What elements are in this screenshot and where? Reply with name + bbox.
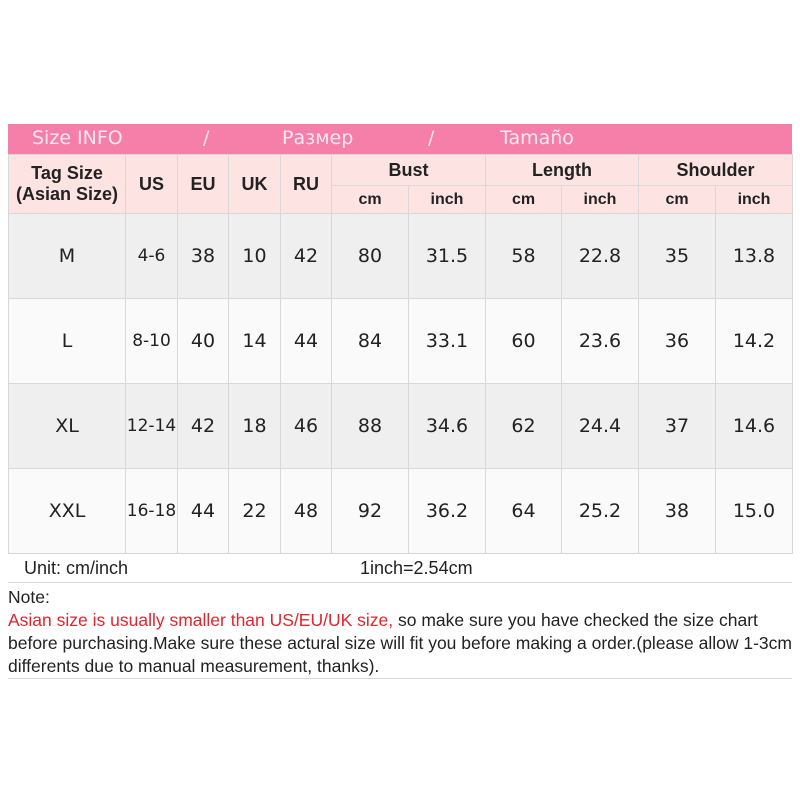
table-cell: 92 (331, 468, 409, 554)
header-eu: EU (177, 154, 229, 214)
header-shoulder: Shoulder (637, 154, 794, 186)
table-cell: 18 (228, 383, 281, 469)
table-cell: 58 (485, 213, 562, 299)
table-cell: 14 (228, 298, 281, 384)
table-cell: 33.1 (408, 298, 486, 384)
header-ru: RU (280, 154, 332, 214)
header-us: US (125, 154, 178, 214)
table-cell: 12-14 (125, 383, 178, 469)
table-cell: 25.2 (561, 468, 639, 554)
table-cell: 37 (638, 383, 716, 469)
table-cell: 4-6 (125, 213, 178, 299)
header-inch: inch (561, 185, 639, 214)
table-cell: XXL (8, 468, 126, 554)
table-cell: 22 (228, 468, 281, 554)
table-cell: 46 (280, 383, 332, 469)
table-cell: L (8, 298, 126, 384)
banner-size-info: Size INFO (32, 127, 123, 149)
note-warning: Asian size is usually smaller than US/EU… (8, 610, 394, 630)
table-cell: 38 (638, 468, 716, 554)
header-tag-size: Tag Size (Asian Size) (8, 154, 126, 214)
table-row: L 8-10 40 14 44 84 33.1 60 23.6 36 14.2 (8, 298, 794, 384)
table-cell: 8-10 (125, 298, 178, 384)
header-cm: cm (485, 185, 562, 214)
table-row: XL 12-14 42 18 46 88 34.6 62 24.4 37 14.6 (8, 383, 794, 469)
table-cell: 14.6 (714, 383, 794, 469)
unit-row: Unit: cm/inch 1inch=2.54cm (8, 553, 792, 583)
header-tag-label: Tag Size (31, 163, 103, 183)
note-title: Note: (8, 587, 50, 607)
table-cell: 40 (177, 298, 229, 384)
banner-separator: / (203, 127, 210, 149)
header-inch: inch (408, 185, 486, 214)
table-cell: 35 (638, 213, 716, 299)
table-cell: 13.8 (714, 213, 794, 299)
header-length: Length (485, 154, 639, 186)
table-cell: 38 (177, 213, 229, 299)
table-cell: 48 (280, 468, 332, 554)
table-row: XXL 16-18 44 22 48 92 36.2 64 25.2 38 15.0 (8, 468, 794, 554)
table-cell: 44 (280, 298, 332, 384)
unit-label: Unit: cm/inch (24, 558, 129, 578)
header-inch: inch (714, 185, 794, 214)
header-uk: UK (228, 154, 281, 214)
table-cell: 64 (485, 468, 562, 554)
table-cell: 36.2 (408, 468, 486, 554)
table-cell: 62 (485, 383, 562, 469)
table-cell: 36 (638, 298, 716, 384)
table-cell: 22.8 (561, 213, 639, 299)
table-cell: 14.2 (714, 298, 794, 384)
banner-razmer: Размер (282, 127, 354, 149)
table-cell: 84 (331, 298, 409, 384)
header-bust: Bust (331, 154, 486, 186)
table-cell: 23.6 (561, 298, 639, 384)
table-cell: 15.0 (714, 468, 794, 554)
table-cell: 60 (485, 298, 562, 384)
header-cm: cm (638, 185, 716, 214)
table-cell: 31.5 (408, 213, 486, 299)
table-cell: 10 (228, 213, 281, 299)
table-cell: 88 (331, 383, 409, 469)
table-cell: XL (8, 383, 126, 469)
banner-tamano: Tamaño (500, 127, 574, 149)
table-cell: 34.6 (408, 383, 486, 469)
size-chart-table: Tag Size (Asian Size) US EU UK RU Bust Le… (8, 154, 794, 554)
note-text: Asian size is usually smaller than US/EU… (8, 609, 792, 678)
size-info-banner: Size INFO / Размер / Tamaño (8, 124, 792, 154)
table-cell: 24.4 (561, 383, 639, 469)
note-body: so make sure you have checked the size c… (8, 610, 792, 676)
header-asian-size-label: (Asian Size) (15, 184, 119, 204)
header-cm: cm (331, 185, 409, 214)
table-cell: 44 (177, 468, 229, 554)
table-cell: 42 (177, 383, 229, 469)
table-cell: M (8, 213, 126, 299)
table-row: M 4-6 38 10 42 80 31.5 58 22.8 35 13.8 (8, 213, 794, 299)
note-section: Note: Asian size is usually smaller than… (8, 586, 792, 679)
table-cell: 16-18 (125, 468, 178, 554)
table-cell: 42 (280, 213, 332, 299)
table-cell: 80 (331, 213, 409, 299)
conversion-label: 1inch=2.54cm (360, 558, 473, 578)
banner-separator: / (428, 127, 435, 149)
